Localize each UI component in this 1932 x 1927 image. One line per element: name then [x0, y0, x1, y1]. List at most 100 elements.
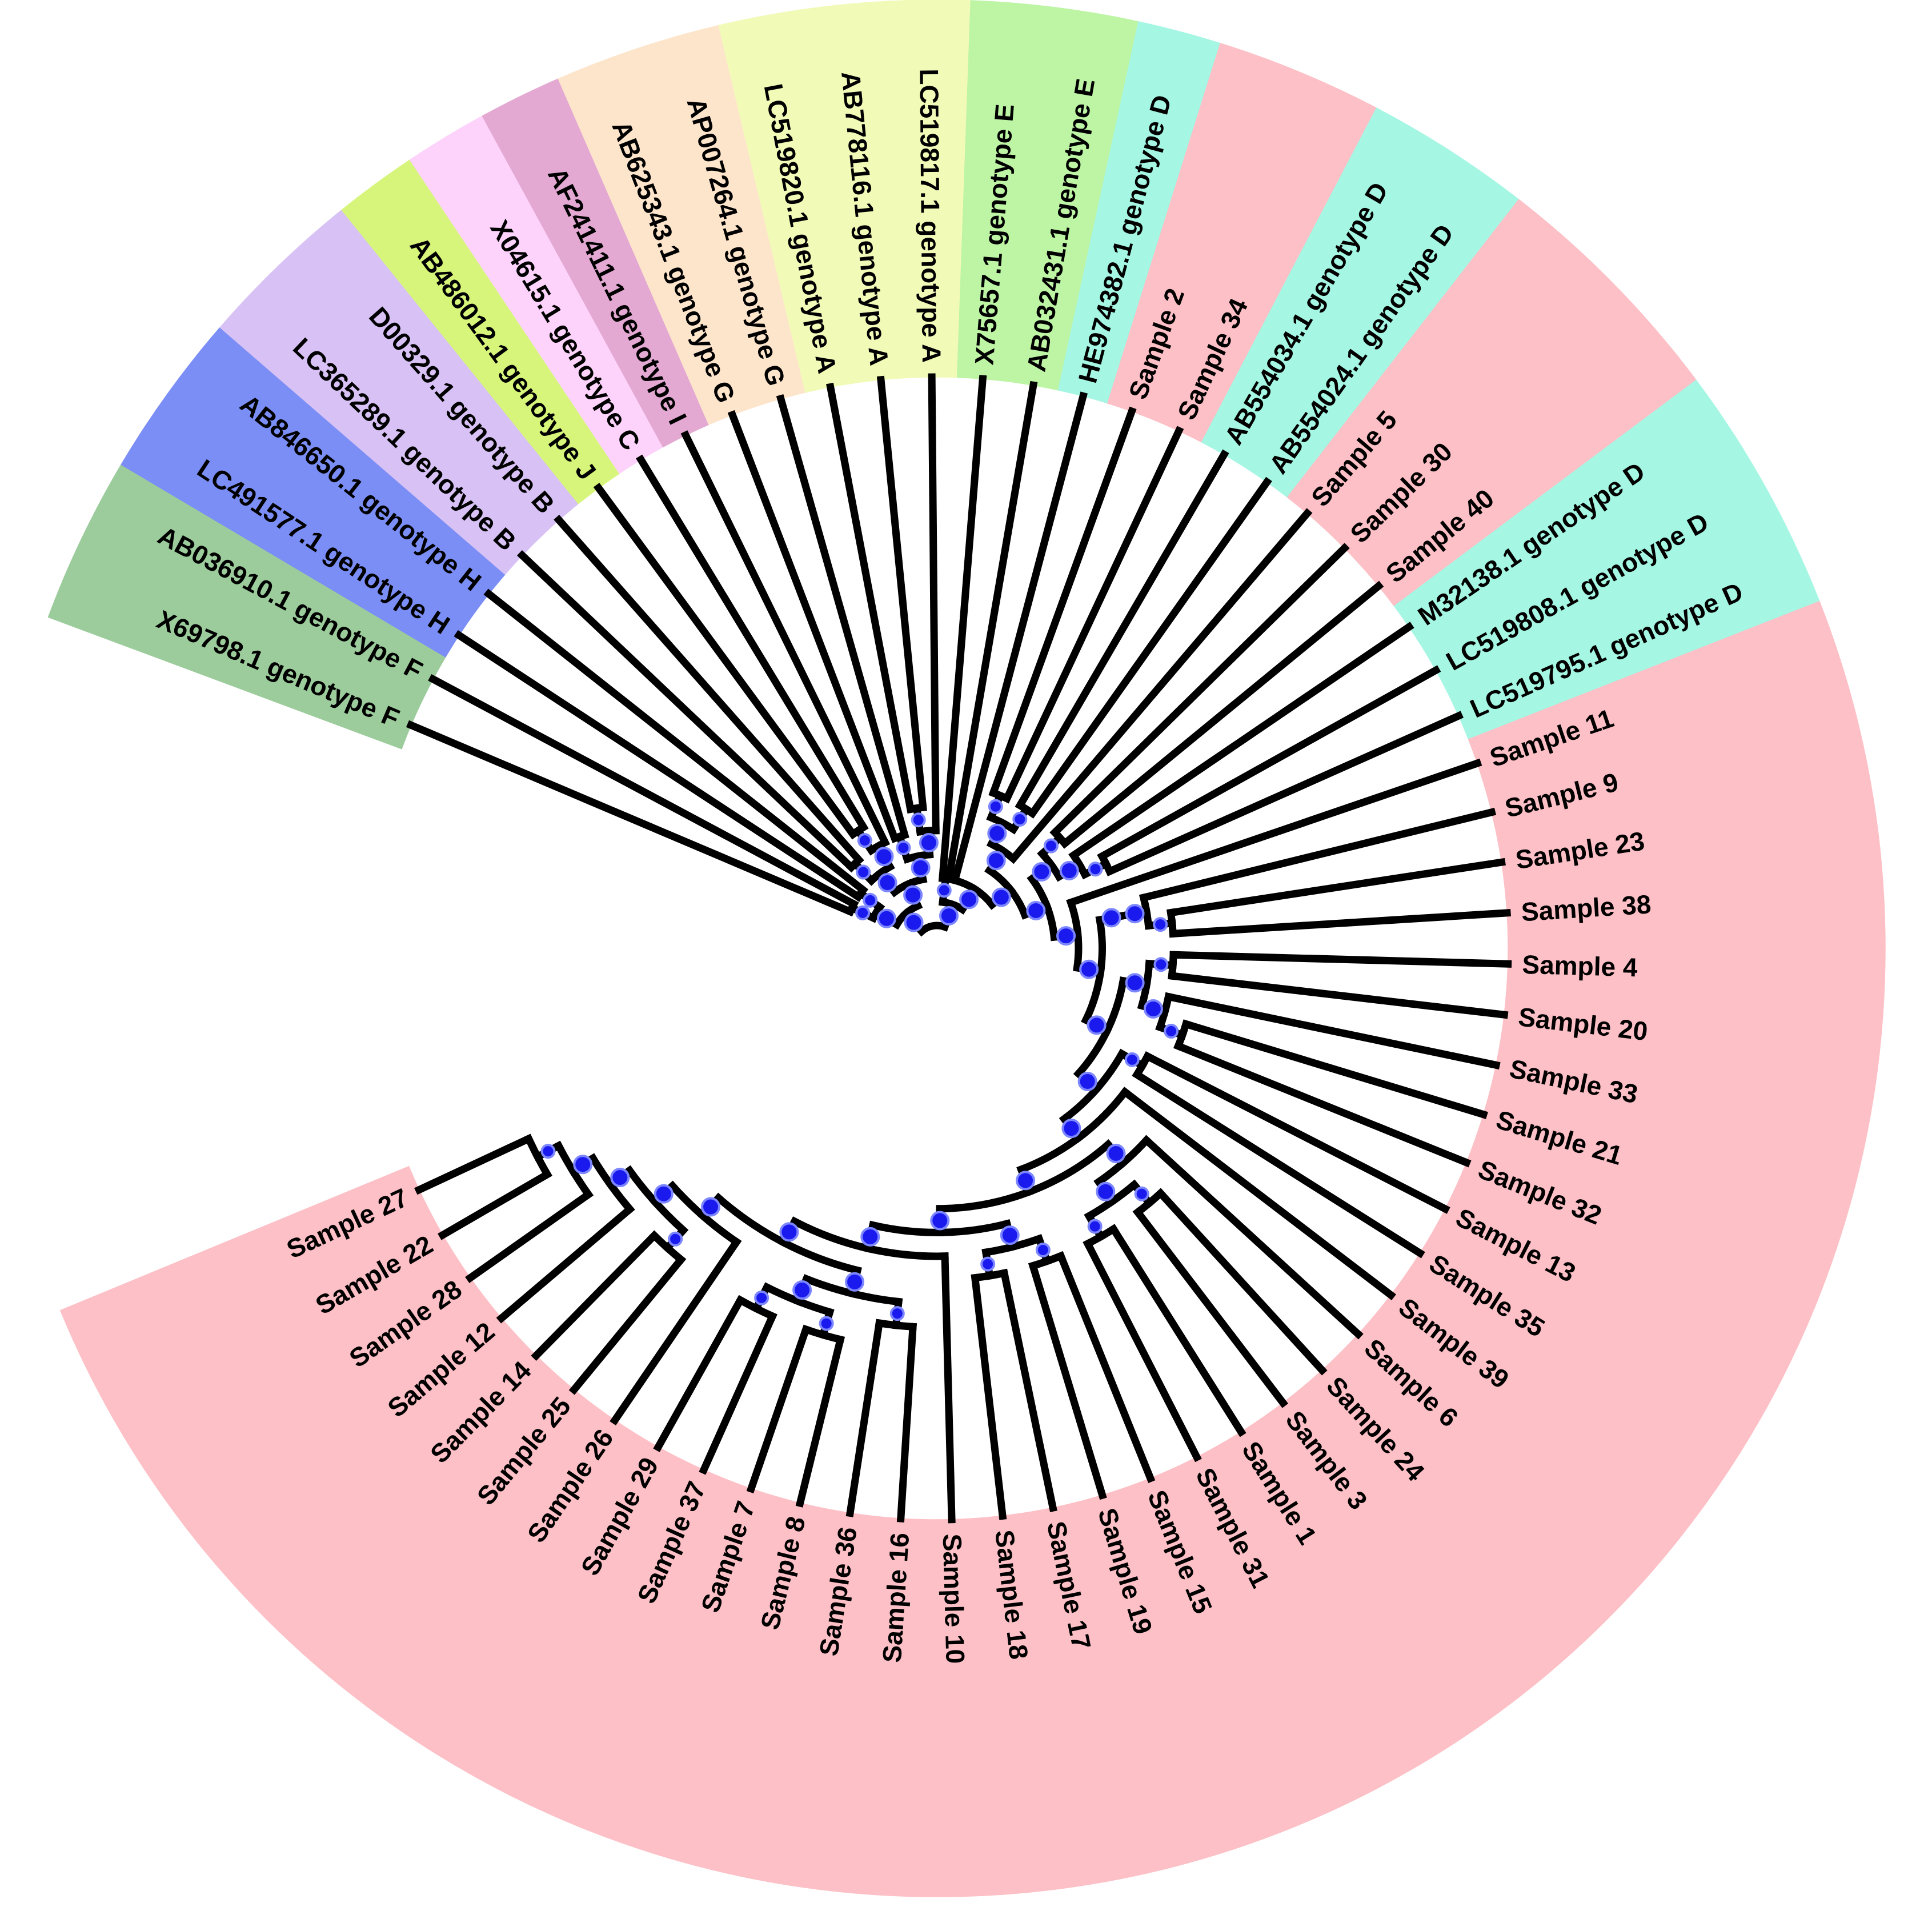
- node-arc-46: [868, 1219, 1012, 1236]
- tip-branch-sample-26: [610, 1236, 742, 1426]
- leaf-label-sample-4: Sample 4: [1522, 950, 1638, 982]
- support-node-marker: [1079, 959, 1099, 979]
- support-node-marker: [1125, 973, 1145, 993]
- support-node-marker: [1124, 1052, 1140, 1067]
- support-node-marker: [1059, 860, 1079, 880]
- tip-branch-sample-31: [1083, 1239, 1202, 1463]
- tip-branch-sample-14: [531, 1230, 660, 1361]
- tip-branch-sample-8: [795, 1335, 845, 1508]
- tip-branch-ap007264-1-genotype-g: [776, 394, 909, 840]
- support-node-marker: [904, 912, 924, 932]
- support-node-marker: [877, 872, 897, 892]
- tip-branch-sample-16: [896, 1323, 917, 1523]
- support-node-marker: [980, 1256, 996, 1272]
- support-node-marker: [779, 1222, 799, 1242]
- node-arc-41: [936, 1139, 1113, 1213]
- support-node-marker: [911, 858, 931, 878]
- node-markers: [540, 799, 1179, 1331]
- support-node-marker: [1016, 1171, 1036, 1191]
- tip-branch-sample-1: [1108, 1224, 1246, 1437]
- tip-branch-sample-36: [845, 1319, 884, 1517]
- support-node-marker: [991, 887, 1011, 907]
- tip-branch-sample-39: [1120, 1087, 1396, 1300]
- tip-branch-ab554034-1-genotype-d: [1015, 449, 1229, 811]
- support-node-marker: [1026, 900, 1046, 920]
- support-node-marker: [610, 1168, 630, 1188]
- node-arc-54: [761, 1282, 835, 1317]
- node-arc-33: [1073, 976, 1128, 1079]
- support-node-marker: [1153, 957, 1169, 972]
- support-node-marker: [857, 833, 872, 848]
- tip-branch-sample-18: [971, 1273, 1007, 1520]
- tip-branch-x04615-1-genotype-c: [636, 454, 869, 832]
- tip-branch-lc365289-1-genotype-b: [516, 550, 857, 873]
- tip-branch-sample-23: [1167, 858, 1506, 917]
- support-node-marker: [819, 1316, 834, 1331]
- support-node-marker: [986, 851, 1006, 871]
- tip-branch-sample-22: [438, 1169, 552, 1240]
- support-node-marker: [939, 906, 959, 926]
- node-arc-28: [1066, 898, 1083, 972]
- tip-branch-sample-34: [1001, 426, 1184, 804]
- support-node-marker: [896, 840, 911, 855]
- support-node-marker: [654, 1184, 674, 1204]
- tip-branch-sample-32: [1173, 1041, 1472, 1168]
- tip-branch-lc519795-1-genotype-d: [1104, 711, 1464, 876]
- support-node-marker: [855, 905, 871, 920]
- leaf-label-sample-10: Sample 10: [937, 1533, 971, 1664]
- support-node-marker: [1000, 1225, 1020, 1245]
- tip-branch-sample-28: [465, 1189, 594, 1283]
- support-node-marker: [1143, 999, 1163, 1019]
- tip-branch-sample-12: [496, 1204, 635, 1324]
- tip-branch-x69798-1-genotype-f: [406, 720, 855, 917]
- support-node-marker: [889, 1306, 905, 1321]
- tip-branch-af241411-1-genotype-i: [680, 430, 890, 848]
- tip-branch-ab036910-1-genotype-f: [428, 674, 859, 910]
- tip-branch-sample-19: [1028, 1261, 1107, 1500]
- support-node-marker: [987, 823, 1007, 843]
- node-arc-53: [875, 1319, 917, 1331]
- tip-branch-sample-25: [568, 1254, 687, 1395]
- support-node-marker: [701, 1197, 721, 1217]
- support-node-marker: [540, 1144, 556, 1159]
- node-arc-48: [1028, 1251, 1066, 1271]
- tip-branch-lc491577-1-genotype-h: [454, 630, 864, 902]
- tip-branch-ab032431-1-genotype-e: [944, 380, 1038, 884]
- tip-branch-sample-10: [941, 1252, 956, 1524]
- support-node-marker: [930, 1211, 950, 1231]
- support-node-marker: [988, 799, 1003, 814]
- tip-branch-sample-37: [699, 1311, 777, 1475]
- node-arc-58: [624, 1165, 689, 1236]
- tip-branch-sample-27: [414, 1133, 534, 1195]
- support-node-marker: [792, 1280, 812, 1300]
- leaf-label-lc519817-1-genotype-a: LC519817.1 genotype A: [914, 69, 947, 363]
- support-node-marker: [856, 864, 871, 880]
- node-arc-29: [1081, 915, 1106, 1025]
- tip-branch-sample-5: [1008, 508, 1313, 864]
- tip-branch-sample-24: [1155, 1188, 1328, 1376]
- node-arc-40: [1016, 1087, 1131, 1175]
- support-node-marker: [874, 847, 894, 867]
- tip-branch-sample-29: [653, 1295, 745, 1452]
- support-node-marker: [1012, 811, 1028, 827]
- tip-branch-sample-40: [1059, 580, 1384, 849]
- node-arc-49: [971, 1268, 1009, 1282]
- support-node-marker: [936, 883, 952, 898]
- node-arc-23: [1027, 874, 1059, 942]
- support-node-marker: [860, 1227, 880, 1247]
- tip-branch-x75657-1-genotype-e: [938, 375, 987, 883]
- support-node-marker: [1088, 862, 1103, 877]
- support-node-marker: [1134, 1186, 1149, 1201]
- tip-branch-ab554024-1-genotype-d: [1027, 476, 1272, 819]
- tip-branch-sample-6: [1141, 1135, 1364, 1340]
- tip-branch-sample-7: [746, 1324, 811, 1493]
- tip-branch-sample-21: [1181, 1019, 1488, 1119]
- tip-branch-ab625343-1-genotype-g: [727, 410, 900, 843]
- clade-band-sample-27: [59, 1165, 431, 1388]
- support-node-marker: [1096, 1181, 1116, 1201]
- support-node-marker: [845, 1272, 865, 1292]
- support-node-marker: [1164, 1023, 1179, 1039]
- tip-branch-ab486012-1-genotype-j: [593, 483, 859, 840]
- support-node-marker: [1077, 1071, 1097, 1091]
